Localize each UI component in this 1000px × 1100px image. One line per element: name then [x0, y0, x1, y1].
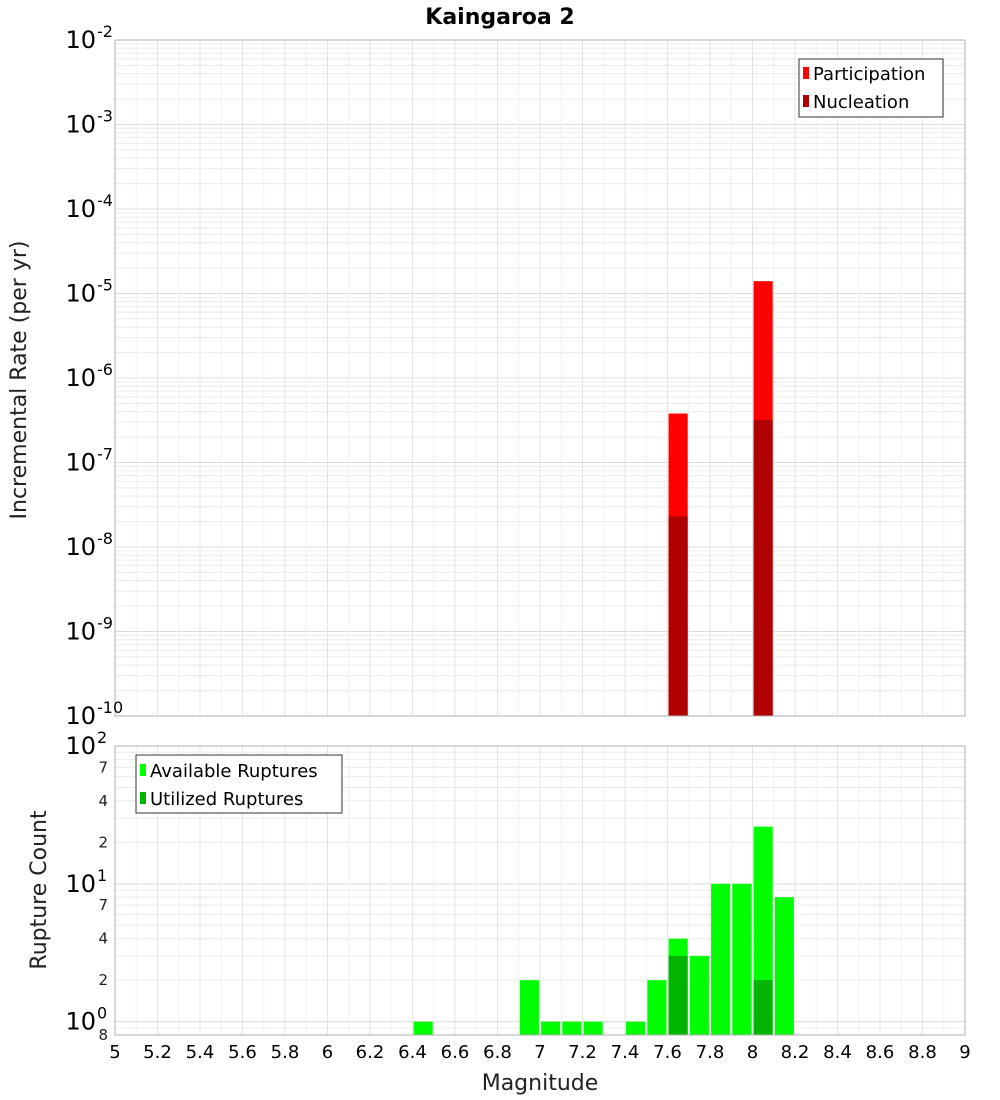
top-y-tick-base: 10 [65, 618, 96, 646]
top-grid [114, 40, 966, 717]
top-y-tick-base: 10 [65, 195, 96, 223]
legend-label-nucleation: Nucleation [813, 92, 909, 113]
bottom-y-axis-label: Rupture Count [27, 810, 52, 970]
x-tick-labels: 5 5.2 5.4 5.6 5.8 6 6.2 6.4 6.6 6.8 7 7.2 7.4 7.6 7.8 8… [109, 1042, 970, 1063]
bottom-y-tick-exponent: 0 [97, 1004, 107, 1023]
x-tick-label: 5 [109, 1042, 120, 1063]
bar-utilized-ruptures [753, 980, 773, 1035]
x-tick-label: 6.6 [441, 1042, 470, 1063]
bottom-y-minor-tick: 4 [98, 792, 108, 810]
top-y-tick-exponent: -4 [97, 191, 113, 210]
x-tick-label: 7.4 [611, 1042, 640, 1063]
bottom-y-minor-tick: 2 [98, 971, 108, 989]
bottom-plot-border [114, 745, 966, 1036]
bottom-y-minor-tick: 7 [98, 896, 108, 914]
x-tick-label: 6.2 [356, 1042, 385, 1063]
chart-title: Kaingaroa 2 [425, 5, 574, 30]
top-y-tick-base: 10 [65, 533, 96, 561]
bar-available-ruptures [413, 1021, 433, 1035]
bar-nucleation [668, 516, 688, 716]
x-tick-label: 5.2 [143, 1042, 172, 1063]
x-tick-label: 7.8 [696, 1042, 725, 1063]
bottom-y-minor-tick: 2 [98, 833, 108, 851]
top-legend: Participation Nucleation [798, 58, 944, 118]
top-y-tick-base: 10 [65, 26, 96, 54]
bottom-legend-box [135, 754, 343, 814]
top-y-tick-exponent: -8 [97, 529, 113, 548]
top-plot-border [114, 39, 966, 717]
top-y-tick-exponent: -7 [97, 445, 113, 464]
bar-available-ruptures [774, 897, 794, 1035]
bottom-legend: Available Ruptures Utilized Ruptures [135, 754, 343, 814]
bar-available-ruptures [732, 883, 752, 1035]
x-tick-label: 8 [747, 1042, 758, 1063]
bar-available-ruptures [689, 955, 709, 1035]
legend-swatch-nucleation [803, 95, 809, 107]
bar-available-ruptures [519, 980, 539, 1035]
bar-available-ruptures [583, 1021, 603, 1035]
x-tick-label: 6.8 [483, 1042, 512, 1063]
top-y-tick-base: 10 [65, 111, 96, 139]
x-tick-label: 5.4 [186, 1042, 215, 1063]
top-bars [668, 281, 773, 716]
bottom-y-tick-exponent: 1 [97, 866, 107, 885]
bar-available-ruptures [711, 883, 731, 1035]
bottom-y-tick-base: 10 [65, 732, 96, 760]
bar-available-ruptures [626, 1021, 646, 1035]
legend-swatch-participation [803, 67, 809, 79]
x-tick-label: 8.2 [781, 1042, 810, 1063]
legend-label-participation: Participation [813, 64, 925, 85]
x-tick-label: 5.8 [271, 1042, 300, 1063]
legend-label-utilized: Utilized Ruptures [150, 789, 303, 810]
x-tick-label: 8.6 [866, 1042, 895, 1063]
x-tick-label: 6.4 [398, 1042, 427, 1063]
x-tick-label: 7 [534, 1042, 545, 1063]
top-y-tick-exponent: -10 [97, 698, 123, 717]
bottom-y-minor-tick: 8 [98, 1026, 108, 1044]
x-tick-label: 9 [959, 1042, 970, 1063]
bottom-y-tick-exponent: 2 [97, 728, 107, 747]
x-tick-label: 6 [322, 1042, 333, 1063]
bar-available-ruptures [562, 1021, 582, 1035]
bar-available-ruptures [541, 1021, 561, 1035]
top-y-tick-exponent: -9 [97, 614, 113, 633]
top-y-tick-base: 10 [65, 280, 96, 308]
legend-swatch-available [140, 764, 146, 776]
top-legend-box [798, 58, 944, 118]
bar-nucleation [753, 419, 773, 716]
x-axis-label: Magnitude [482, 1071, 599, 1096]
legend-label-available: Available Ruptures [150, 761, 318, 782]
x-tick-label: 8.8 [908, 1042, 937, 1063]
bar-available-ruptures [647, 980, 667, 1035]
top-y-tick-base: 10 [65, 702, 96, 730]
top-y-tick-exponent: -2 [97, 22, 113, 41]
x-tick-label: 7.6 [653, 1042, 682, 1063]
top-y-tick-labels: 10-210-310-410-510-610-710-810-910-10 [65, 22, 123, 730]
bar-utilized-ruptures [668, 955, 688, 1035]
legend-swatch-utilized [140, 792, 146, 804]
bottom-y-tick-base: 10 [65, 870, 96, 898]
x-tick-label: 7.2 [568, 1042, 597, 1063]
top-y-tick-exponent: -6 [97, 360, 113, 379]
top-y-tick-base: 10 [65, 364, 96, 392]
top-y-tick-exponent: -3 [97, 107, 113, 126]
bottom-bars [413, 826, 794, 1035]
x-tick-label: 8.4 [823, 1042, 852, 1063]
top-y-axis-label: Incremental Rate (per yr) [7, 241, 32, 520]
top-y-tick-base: 10 [65, 449, 96, 477]
top-y-tick-exponent: -5 [97, 276, 113, 295]
bottom-y-minor-tick: 4 [98, 930, 108, 948]
bottom-y-tick-base: 10 [65, 1008, 96, 1036]
bottom-y-minor-tick: 7 [98, 758, 108, 776]
x-tick-label: 5.6 [228, 1042, 257, 1063]
